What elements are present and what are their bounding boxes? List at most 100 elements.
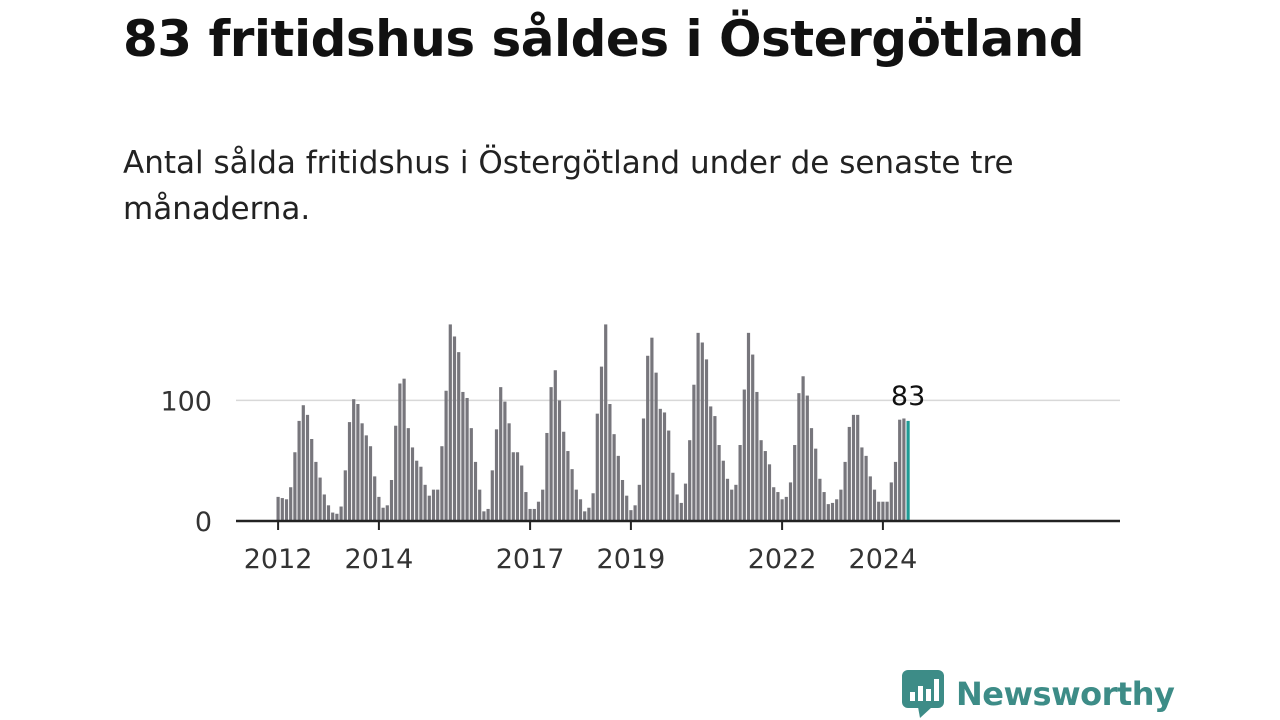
bar — [305, 414, 310, 521]
y-tick-label: 0 — [195, 507, 212, 538]
bar — [494, 429, 499, 521]
bar — [814, 448, 818, 521]
bar — [566, 451, 570, 521]
bar — [465, 397, 469, 521]
bar — [289, 487, 293, 521]
bar — [889, 482, 893, 521]
bar — [314, 461, 318, 521]
bar — [662, 412, 667, 521]
bar — [385, 505, 389, 521]
bar — [872, 489, 877, 521]
axis-layer: 0 100 2012 2014 2017 2019 2022 2024 83 — [160, 381, 1120, 575]
bar — [574, 489, 578, 521]
bar — [293, 452, 297, 521]
bar — [898, 419, 902, 521]
bar — [297, 420, 301, 521]
bar — [683, 483, 688, 521]
bar — [776, 492, 780, 521]
bar — [482, 511, 486, 521]
bar — [457, 352, 461, 521]
bar — [847, 426, 851, 521]
bar — [654, 372, 658, 521]
chart-title: 83 fritidshus såldes i Östergötland — [123, 10, 1085, 68]
bar — [595, 413, 599, 521]
brand-logo: Newsworthy — [902, 670, 1175, 718]
bar — [423, 484, 427, 521]
bar — [444, 390, 448, 521]
x-tick-label: 2014 — [345, 544, 414, 575]
bar — [734, 484, 738, 521]
bar — [322, 494, 326, 521]
bar — [688, 440, 692, 521]
bar — [524, 492, 528, 521]
bar — [851, 414, 856, 521]
bar — [746, 332, 751, 521]
bar — [478, 489, 482, 521]
bar — [448, 324, 452, 521]
bar — [835, 499, 839, 521]
bar — [427, 495, 431, 521]
bar — [549, 387, 553, 521]
bar — [784, 496, 788, 521]
bar — [843, 461, 847, 521]
bar — [373, 476, 377, 521]
bar — [717, 445, 721, 521]
bar — [797, 393, 801, 521]
bar — [877, 501, 881, 521]
bar — [608, 404, 612, 521]
bar — [343, 470, 347, 521]
bar — [452, 336, 457, 521]
y-tick-label: 100 — [160, 386, 212, 417]
bar — [331, 512, 335, 521]
bar — [377, 496, 381, 521]
bar — [700, 342, 704, 521]
bar — [902, 418, 906, 521]
bar — [646, 355, 650, 521]
bar — [339, 506, 343, 521]
bar — [830, 502, 835, 521]
bar-chart: 0 100 2012 2014 2017 2019 2022 2024 83 — [160, 324, 1120, 575]
bar — [767, 464, 772, 521]
bar — [671, 472, 675, 521]
bar — [419, 466, 423, 521]
bar — [591, 493, 595, 521]
bar — [805, 395, 809, 521]
bar — [675, 494, 679, 521]
bar — [583, 511, 587, 521]
bar — [839, 489, 843, 521]
bar — [801, 376, 805, 521]
bar — [536, 501, 541, 521]
bar — [751, 354, 755, 521]
bar — [763, 451, 767, 521]
bar — [310, 438, 314, 521]
bar — [557, 400, 562, 521]
bar — [440, 446, 444, 521]
bar — [381, 507, 385, 521]
bar-highlight — [906, 420, 910, 521]
x-tick-label: 2024 — [849, 544, 918, 575]
chart-subtitle: Antal sålda fritidshus i Östergötland un… — [123, 145, 1014, 227]
bar — [486, 508, 490, 521]
bar — [881, 501, 885, 521]
bar — [725, 478, 730, 521]
bar — [809, 428, 814, 521]
bar — [394, 425, 398, 521]
bar — [545, 432, 549, 521]
bar — [368, 446, 373, 521]
bar — [709, 406, 713, 521]
bar — [629, 510, 633, 521]
bar — [318, 477, 322, 521]
bar — [885, 501, 889, 521]
x-tick-label: 2019 — [597, 544, 666, 575]
bar — [826, 504, 830, 521]
bar — [503, 401, 507, 521]
bar — [520, 465, 524, 521]
bar — [633, 505, 637, 521]
bar — [599, 366, 604, 521]
bar — [742, 389, 746, 521]
bar — [389, 479, 394, 521]
bar — [620, 479, 625, 521]
bar — [515, 452, 520, 521]
bar — [658, 408, 662, 521]
bar — [793, 445, 797, 521]
